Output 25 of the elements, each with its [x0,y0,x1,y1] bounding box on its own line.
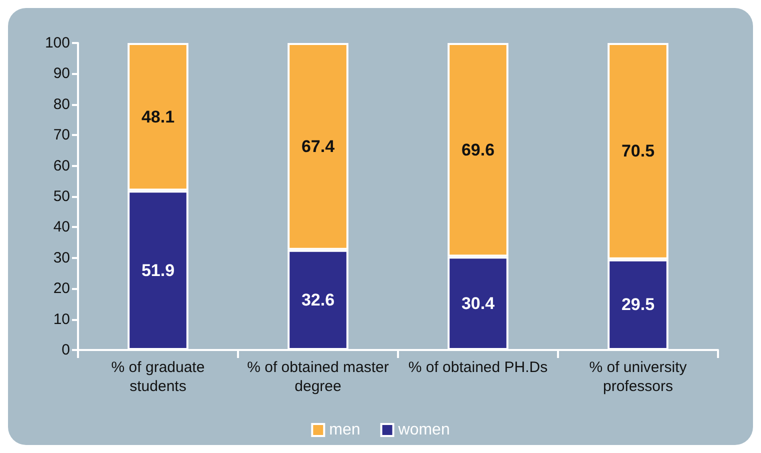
y-tick-label: 50 [53,188,70,205]
y-tick-label: 20 [53,280,70,298]
y-tick-label: 90 [53,65,70,82]
data-label: 32.6 [301,290,335,310]
data-label: 29.5 [621,295,655,314]
y-tick-label: 30 [53,249,70,266]
x-tick-label: % of university professors [589,359,688,395]
y-tick-label: 60 [53,157,70,174]
legend-label: men [329,422,360,438]
y-tick-label: 70 [53,126,70,144]
data-label: 51.9 [141,260,175,280]
data-label: 70.5 [621,142,655,161]
data-label: 67.4 [301,136,336,156]
x-tick-label: % of graduate students [111,359,205,395]
y-tick-label: 100 [44,34,70,52]
y-tick-label: 0 [62,342,70,358]
data-label: 48.1 [141,107,175,126]
y-tick-label: 40 [53,218,70,236]
data-label: 30.4 [461,294,496,313]
data-label: 69.6 [461,140,495,160]
y-tick-label: 80 [53,96,70,113]
x-tick-label: % of obtained master degree [247,359,389,395]
legend-label: women [397,422,450,438]
x-tick-label: % of obtained PH.Ds [408,359,548,376]
y-tick-label: 10 [53,310,70,328]
